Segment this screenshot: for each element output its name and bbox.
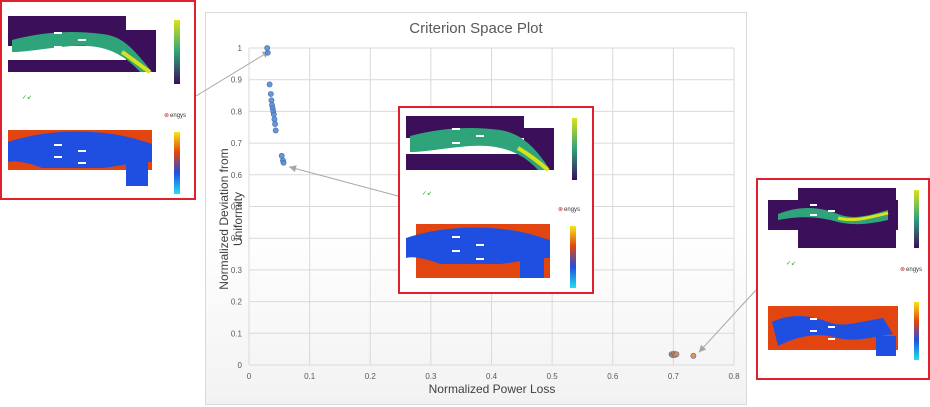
data-point — [266, 81, 273, 88]
x-tick-label: 0.5 — [547, 372, 559, 381]
inset-center-images — [406, 116, 577, 288]
data-point — [268, 97, 275, 104]
y-tick-label: 0.5 — [231, 203, 243, 212]
y-tick-label: 0.8 — [231, 107, 243, 116]
inset-top-left-images — [8, 16, 180, 194]
inset-center: ✓↙ engys — [398, 106, 594, 294]
x-tick-label: 0.1 — [304, 372, 316, 381]
y-axis-label: Normalized Deviation from Uniformity — [217, 148, 245, 290]
callout-arrowhead — [289, 165, 297, 173]
y-tick-label: 0 — [238, 361, 243, 370]
axes-triad-icon: ✓↙ — [22, 95, 33, 101]
inset-top-left: ✓↙ engys — [0, 0, 196, 200]
data-point — [280, 159, 287, 166]
data-point — [272, 127, 279, 134]
logo: engys — [164, 112, 186, 119]
chart-title: Criterion Space Plot — [409, 20, 543, 37]
y-tick-label: 0.2 — [231, 298, 243, 307]
x-tick-label: 0.8 — [728, 372, 740, 381]
y-tick-label: 0.4 — [231, 234, 243, 243]
data-point — [278, 152, 285, 159]
y-tick-label: 1 — [238, 44, 243, 53]
data-point — [673, 351, 680, 358]
y-tick-label: 0.7 — [231, 139, 243, 148]
inset-right: ✓↙ engys — [756, 178, 930, 380]
x-tick-label: 0.3 — [425, 372, 437, 381]
axes-triad-icon: ✓↙ — [422, 191, 433, 197]
data-point — [264, 45, 271, 51]
callout-arrow — [288, 166, 399, 197]
x-axis-label: Normalized Power Loss — [428, 382, 556, 396]
y-tick-label: 0.3 — [231, 266, 243, 275]
inset-right-images — [768, 188, 919, 360]
y-tick-label: 0.6 — [231, 171, 243, 180]
data-point — [690, 352, 697, 359]
callout-arrow — [195, 50, 270, 97]
y-tick-label: 0.1 — [231, 329, 243, 338]
data-point — [270, 111, 277, 118]
x-tick-label: 0.6 — [607, 372, 619, 381]
x-tick-label: 0.2 — [365, 372, 377, 381]
x-tick-label: 0.4 — [486, 372, 498, 381]
logo: engys — [558, 206, 580, 213]
callout-arrow — [698, 289, 757, 353]
data-point — [272, 121, 278, 127]
x-tick-label: 0.7 — [668, 372, 680, 381]
callout-arrowhead — [698, 344, 707, 353]
data-point — [271, 116, 278, 123]
y-tick-label: 0.9 — [231, 76, 243, 85]
data-point — [267, 91, 274, 97]
data-point — [264, 49, 271, 56]
axes-triad-icon: ✓↙ — [786, 261, 797, 267]
x-tick-label: 0 — [247, 372, 252, 381]
logo: engys — [900, 266, 922, 273]
